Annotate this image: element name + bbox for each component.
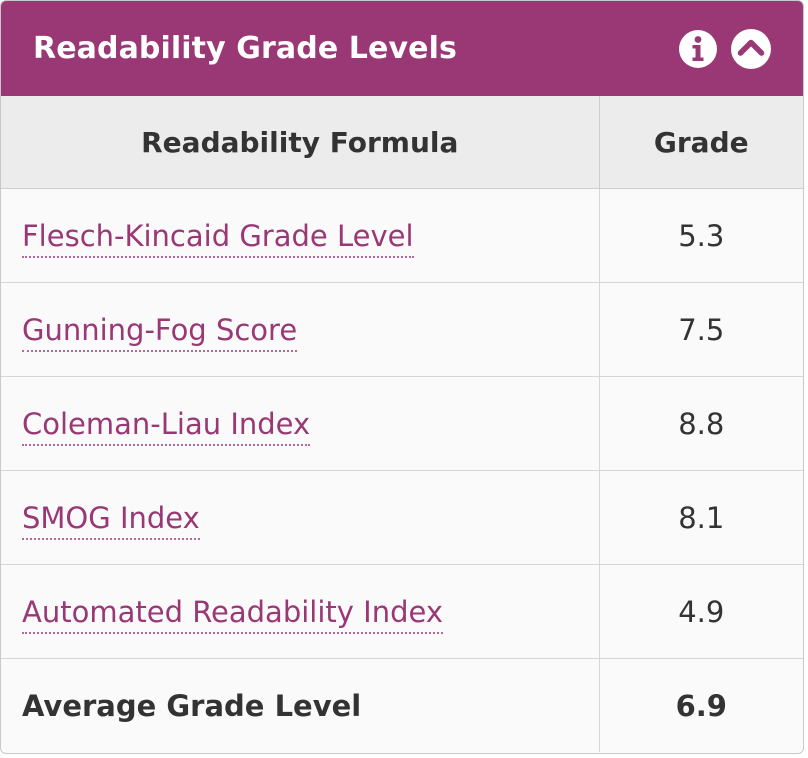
formula-link-flesch-kincaid[interactable]: Flesch-Kincaid Grade Level — [22, 218, 414, 258]
formula-cell: Coleman-Liau Index — [1, 376, 600, 471]
formula-cell: Flesch-Kincaid Grade Level — [1, 188, 600, 283]
grade-value: 7.5 — [599, 282, 803, 377]
grade-value: 8.8 — [599, 376, 803, 471]
formula-cell: Gunning-Fog Score — [1, 282, 600, 377]
table-header-row: Readability Formula Grade — [1, 96, 803, 189]
formula-cell: SMOG Index — [1, 470, 600, 565]
panel-title: Readability Grade Levels — [33, 31, 457, 66]
formula-link-smog[interactable]: SMOG Index — [22, 500, 200, 540]
average-label: Average Grade Level — [1, 658, 600, 752]
panel-header: Readability Grade Levels — [1, 1, 803, 96]
collapse-chevron-up-icon[interactable] — [729, 27, 773, 71]
table-row: Automated Readability Index 4.9 — [1, 564, 803, 659]
table-row: Coleman-Liau Index 8.8 — [1, 376, 803, 471]
formula-cell: Automated Readability Index — [1, 564, 600, 659]
table-row: Flesch-Kincaid Grade Level 5.3 — [1, 188, 803, 283]
column-header-formula: Readability Formula — [1, 96, 600, 189]
average-grade-value: 6.9 — [599, 658, 803, 752]
table-row: Gunning-Fog Score 7.5 — [1, 282, 803, 377]
grade-value: 4.9 — [599, 564, 803, 659]
formula-link-gunning-fog[interactable]: Gunning-Fog Score — [22, 312, 298, 352]
readability-table: Readability Formula Grade Flesch-Kincaid… — [1, 96, 803, 752]
header-icons — [676, 27, 773, 71]
formula-link-coleman-liau[interactable]: Coleman-Liau Index — [22, 406, 311, 446]
grade-value: 8.1 — [599, 470, 803, 565]
grade-value: 5.3 — [599, 188, 803, 283]
average-row: Average Grade Level 6.9 — [1, 658, 803, 752]
formula-link-automated-readability[interactable]: Automated Readability Index — [22, 594, 443, 634]
column-header-grade: Grade — [599, 96, 803, 189]
table-row: SMOG Index 8.1 — [1, 470, 803, 565]
info-icon[interactable] — [676, 27, 720, 71]
